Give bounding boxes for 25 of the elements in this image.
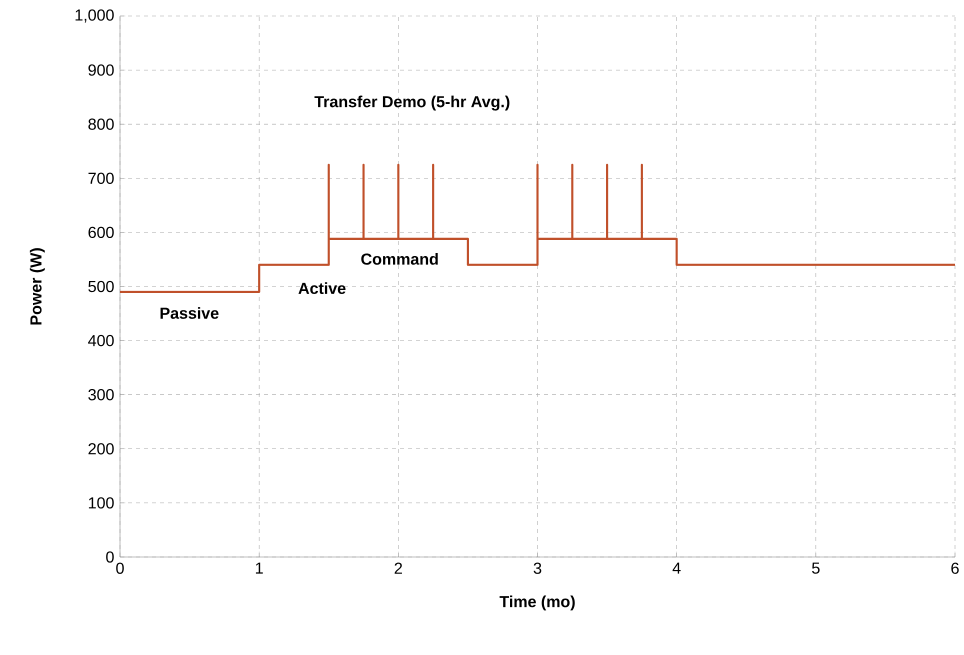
x-axis-title: Time (mo) [500, 596, 575, 610]
x-tick-label: 5 [812, 562, 820, 574]
y-tick-label: 700 [88, 172, 114, 184]
annotation: Active [298, 282, 346, 294]
x-tick-label: 1 [256, 562, 263, 574]
line-series [118, 164, 956, 293]
annotation: Command [361, 253, 438, 265]
x-tick-label: 6 [951, 562, 959, 574]
y-tick-label: 600 [88, 226, 114, 238]
x-tick-label: 4 [672, 562, 681, 574]
annotation: Passive [160, 307, 219, 319]
x-tick-label: 3 [534, 562, 542, 574]
y-tick-label: 100 [88, 497, 114, 509]
y-tick-label: 200 [88, 443, 114, 454]
y-tick-label: 0 [106, 551, 114, 563]
y-tick-label: 300 [88, 389, 114, 400]
y-tick-label: 900 [88, 64, 114, 76]
x-tick-label: 2 [394, 562, 402, 574]
y-axis-title: Power (W) [30, 248, 45, 325]
annotation: Transfer Demo (5-hr Avg.) [314, 96, 510, 111]
y-tick-label: 800 [88, 118, 114, 130]
y-tick-label: 1,000 [76, 9, 114, 23]
x-tick-label: 0 [116, 562, 124, 574]
y-tick-label: 500 [88, 280, 114, 292]
y-tick-label: 400 [88, 334, 114, 346]
